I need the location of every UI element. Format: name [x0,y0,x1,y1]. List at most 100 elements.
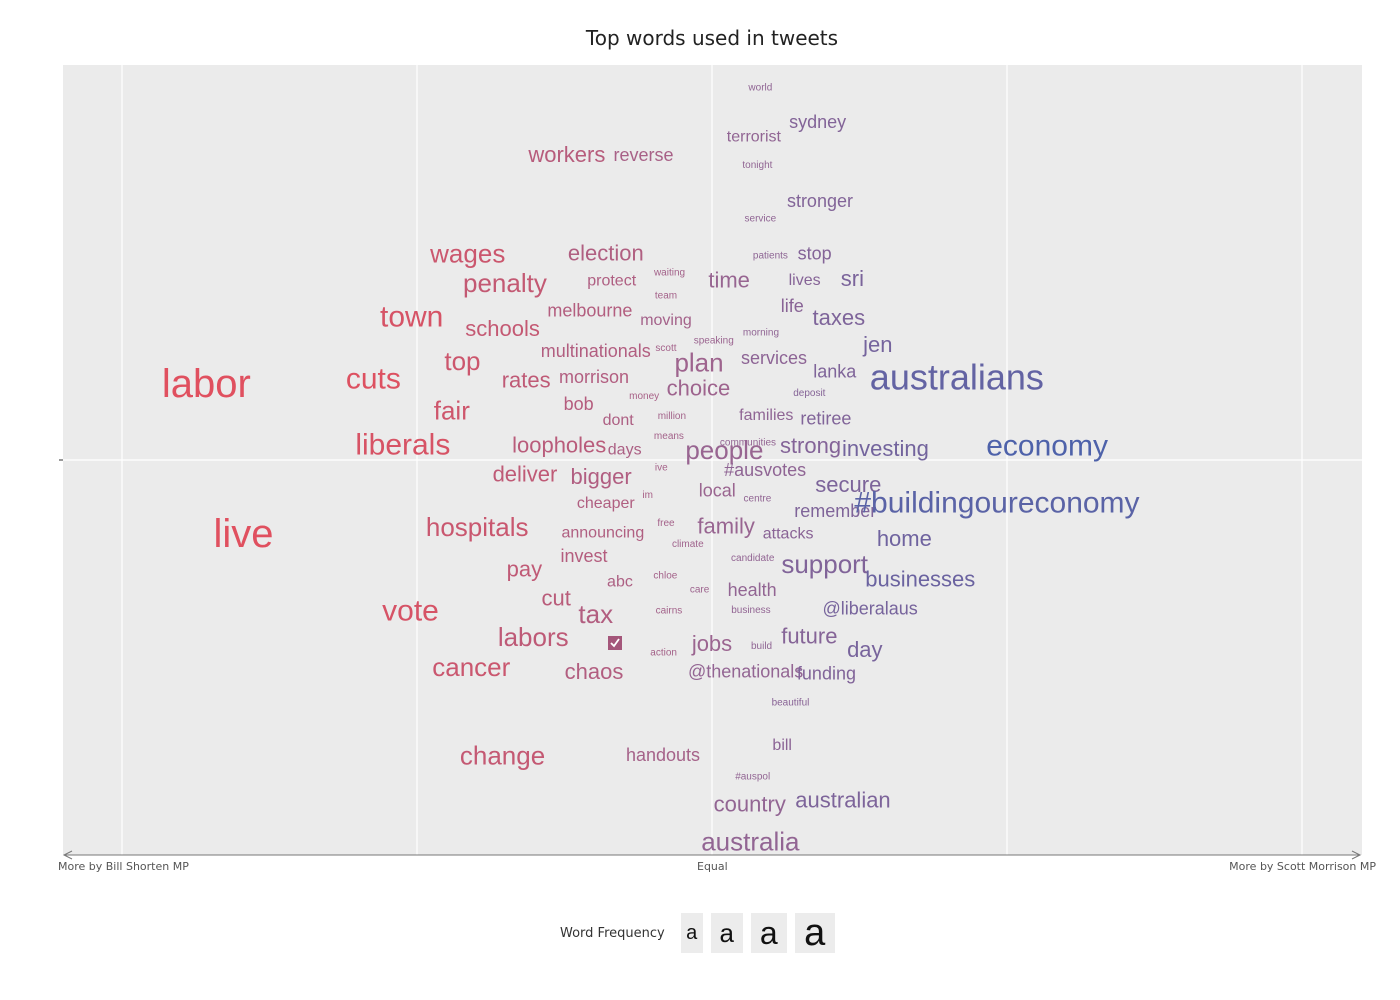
word-label: people [685,435,763,465]
word-label: care [690,585,710,596]
word-label: services [741,348,807,368]
word-label: terrorist [727,129,782,146]
word-label: australian [795,788,890,813]
word-label: #buildingoureconomy [854,486,1139,519]
word-label: business [731,605,770,616]
word-label: lives [789,272,821,289]
word-label: moving [640,312,692,329]
word-label: morrison [559,367,629,387]
word-label: penalty [463,268,547,298]
word-label: means [654,431,684,442]
word-label: million [658,411,686,422]
word-label: money [629,391,659,402]
word-label: economy [986,430,1108,463]
word-label: health [728,580,777,600]
word-label: deliver [493,462,558,487]
word-label: plan [674,347,723,377]
word-label: time [708,268,750,293]
word-label: chaos [565,659,624,684]
word-label: change [460,741,545,771]
word-label: team [655,291,677,302]
word-label: election [568,240,644,265]
word-labels: labor live cuts liberals vote town fair top hosp… [162,83,1140,857]
word-label: centre [744,494,772,505]
word-label: strong [780,433,841,458]
word-label: life [781,296,804,316]
word-label: ive [655,463,668,474]
legend-key-4: a [794,912,835,954]
legend-title: Word Frequency [560,925,665,941]
word-label: cancer [432,652,510,682]
word-label: service [745,214,777,225]
word-label: future [781,624,837,649]
word-label: hospitals [426,512,529,542]
word-label: speaking [694,336,734,347]
word-label: secure [815,472,881,497]
word-label: chloe [653,571,677,582]
word-label: bob [564,394,594,414]
word-label: workers [527,142,605,167]
word-label: live [214,512,274,556]
word-label: stronger [787,191,853,211]
word-label: #ausvotes [724,460,806,480]
word-label: invest [560,546,607,566]
legend: Word Frequency a a a a [560,912,835,954]
word-label: loopholes [512,432,606,457]
word-label: days [608,442,642,459]
word-label: abc [607,574,633,591]
word-label: labor [162,362,251,406]
word-label: local [699,480,736,500]
word-label: handouts [626,745,700,765]
word-label: @liberalaus [822,598,917,618]
grid-lines [63,65,1362,855]
word-label: choice [667,376,731,401]
x-axis [59,459,1362,860]
word-label: lanka [813,362,857,382]
word-label: communities [720,437,776,448]
word-label: melbourne [547,300,632,320]
word-label: bigger [571,464,632,489]
word-label: sri [841,266,864,291]
chart-title: Top words used in tweets [585,26,839,50]
word-label: bill [772,737,792,754]
word-label: australians [870,356,1044,397]
x-axis-right-arrow [1351,850,1362,860]
word-label: im [642,490,653,501]
word-label: sydney [789,112,846,132]
word-label: investing [842,436,929,461]
word-label: @thenationals [688,662,803,682]
word-label: reverse [614,145,674,165]
word-label: fair [434,395,470,425]
word-label: build [751,641,772,652]
word-label: remember [794,501,876,521]
word-label: climate [672,539,704,550]
word-label: cut [542,586,571,611]
checkbox-glyph [608,636,622,650]
x-tick-left: More by Bill Shorten MP [58,860,189,873]
word-label: jobs [691,631,732,656]
word-label: cheaper [577,495,635,512]
word-label: scott [655,343,676,354]
word-label: morning [743,327,779,338]
word-label: jen [862,332,892,357]
word-label: beautiful [772,698,810,709]
word-label: home [877,526,932,551]
word-label: retiree [800,408,851,428]
word-label: liberals [355,428,450,461]
word-label: rates [502,368,551,393]
word-label: family [697,514,754,539]
word-label: country [714,792,786,817]
word-label: candidate [731,553,775,564]
x-tick-right: More by Scott Morrison MP [1229,860,1376,873]
legend-key-3: a [750,913,787,953]
word-label: free [657,518,675,529]
word-label: town [380,301,443,334]
word-label: businesses [865,566,975,591]
word-label: deposit [793,388,825,399]
word-label: taxes [813,305,866,330]
word-label: australia [701,827,800,857]
word-label: labors [498,622,569,652]
word-label: stop [798,244,832,264]
word-label: cairns [656,606,683,617]
